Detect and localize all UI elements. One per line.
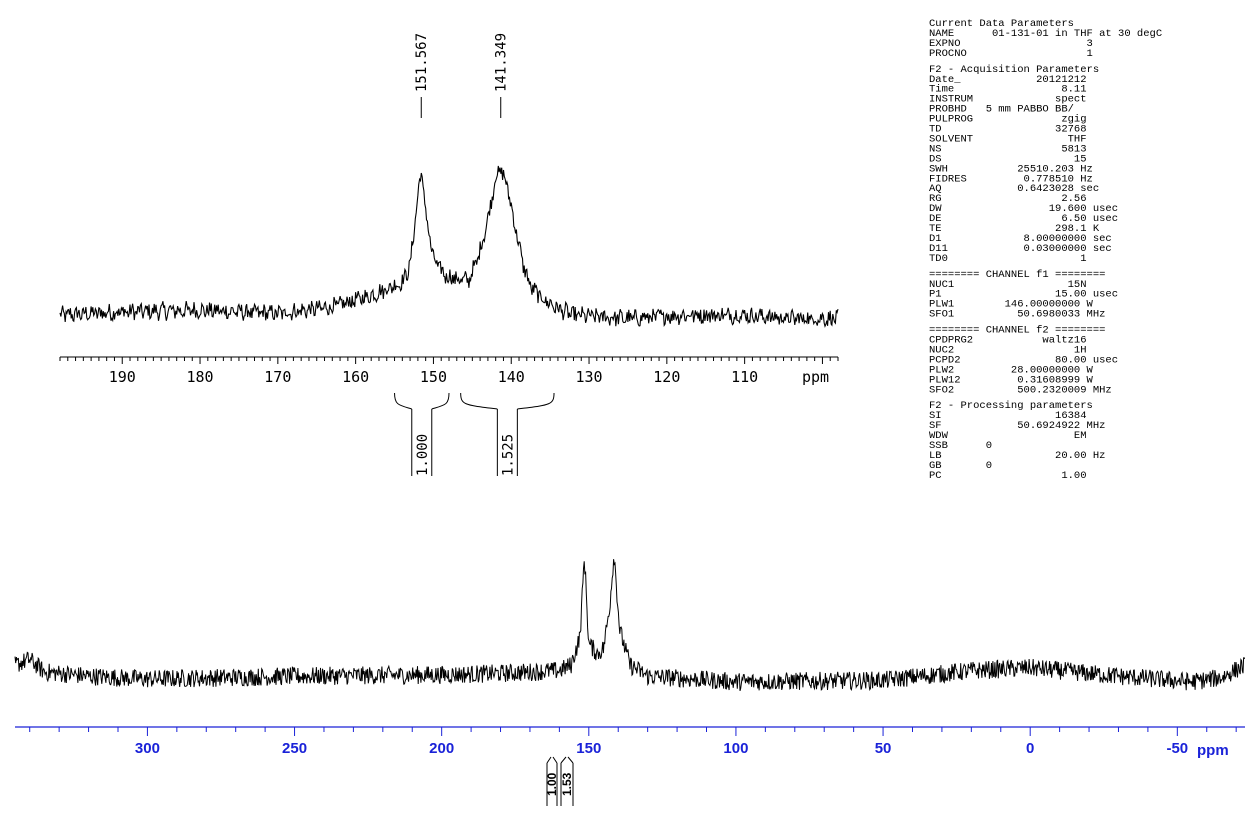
parameter-line: PC 1.00	[929, 470, 1087, 482]
parameter-line: NUC1 15N	[929, 279, 1087, 291]
parameter-line: F2 - Processing parameters	[929, 400, 1093, 412]
integral-region: 1.53	[560, 756, 574, 806]
parameter-line: PCPD2 80.00 usec	[929, 354, 1118, 366]
top-x-tick-label: 180	[186, 368, 213, 386]
integral-region: 1.525	[460, 392, 555, 476]
parameter-line: PLW12 0.31608999 W	[929, 374, 1094, 386]
parameter-line: NAME 01-131-01 in THF at 30 degC	[929, 28, 1162, 40]
parameter-line: SFO1 50.6980033 MHz	[929, 309, 1105, 321]
bottom-x-tick-label: 150	[576, 740, 601, 757]
parameter-line: SI 16384	[929, 410, 1087, 422]
bottom-spectrum-trace	[14, 559, 1245, 691]
parameter-line: PLW1 146.00000000 W	[929, 299, 1094, 311]
top-integrals: 1.000 1.525	[394, 392, 555, 476]
top-x-tick-label: 150	[420, 368, 447, 386]
top-spectrum: 190 180 170 160 150 140 130 120 110 151.567 141.3…	[59, 33, 839, 476]
top-x-axis-label: ppm	[802, 368, 829, 386]
parameter-line: ======== CHANNEL f2 ========	[929, 325, 1105, 337]
top-x-ticks: 190 180 170 160 150 140 130 120 110	[59, 357, 839, 386]
bottom-x-tick-label: 50	[875, 740, 892, 757]
top-x-tick-label: 140	[498, 368, 525, 386]
bottom-spectrum: 300 250 200 150 100 50 0 -50 1.00 1.53 ppm	[14, 559, 1245, 806]
top-x-tick-label: 110	[731, 368, 758, 386]
parameter-line: AQ 0.6423028 sec	[929, 183, 1099, 195]
parameter-line: SSB 0	[929, 440, 992, 452]
parameter-line: TD 32768	[929, 124, 1087, 136]
parameter-line: PLW2 28.00000000 W	[929, 364, 1094, 376]
bottom-x-tick-label: 100	[723, 740, 748, 757]
top-x-tick-label: 190	[109, 368, 136, 386]
parameter-line: DW 19.600 usec	[929, 203, 1118, 215]
parameter-line: GB 0	[929, 460, 992, 472]
parameter-line: F2 - Acquisition Parameters	[929, 64, 1099, 76]
integral-value: 1.00	[545, 772, 559, 796]
parameter-line: CPDPRG2 waltz16	[929, 335, 1087, 347]
peak-label: 151.567	[414, 33, 430, 92]
bottom-x-ticks: 300 250 200 150 100 50 0 -50	[29, 727, 1237, 757]
parameter-line: PULPROG zgig	[929, 114, 1087, 126]
top-spectrum-trace	[59, 165, 839, 328]
parameter-line: TD0 1	[929, 253, 1087, 265]
parameter-line: PROCNO 1	[929, 48, 1093, 60]
peak-label: 141.349	[494, 33, 510, 92]
integral-region: 1.000	[394, 392, 450, 476]
parameter-line: DE 6.50 usec	[929, 213, 1118, 225]
parameter-line: SFO2 500.2320009 MHz	[929, 384, 1112, 396]
top-x-tick-label: 120	[653, 368, 680, 386]
integral-value: 1.53	[560, 772, 574, 796]
parameter-line: FIDRES 0.778510 Hz	[929, 173, 1093, 185]
bottom-x-tick-label: 250	[282, 740, 307, 757]
parameter-line: INSTRUM spect	[929, 94, 1087, 106]
parameter-line: Time 8.11	[929, 84, 1087, 96]
bottom-x-tick-label: 300	[135, 740, 160, 757]
parameter-line: NUC2 1H	[929, 344, 1087, 356]
parameter-line: TE 298.1 K	[929, 223, 1100, 235]
parameter-line: D1 8.00000000 sec	[929, 233, 1112, 245]
bottom-x-tick-label: 200	[429, 740, 454, 757]
top-x-tick-label: 160	[342, 368, 369, 386]
parameter-line: ======== CHANNEL f1 ========	[929, 269, 1105, 281]
integral-value: 1.000	[415, 434, 431, 476]
parameter-line: D11 0.03000000 sec	[929, 243, 1112, 255]
parameter-line: WDW EM	[929, 430, 1087, 442]
parameter-line: DS 15	[929, 153, 1087, 165]
bottom-x-axis-label: ppm	[1197, 742, 1229, 759]
top-x-tick-label: 170	[264, 368, 291, 386]
parameter-line: P1 15.00 usec	[929, 289, 1118, 301]
integral-region: 1.00	[545, 756, 559, 806]
parameter-line: LB 20.00 Hz	[929, 450, 1105, 462]
parameter-line: NS 5813	[929, 143, 1087, 155]
top-x-tick-label: 130	[575, 368, 602, 386]
parameter-line: SWH 25510.203 Hz	[929, 163, 1093, 175]
top-peak-markers: 151.567 141.349	[414, 33, 510, 118]
parameter-line: PROBHD 5 mm PABBO BB/	[929, 104, 1074, 116]
bottom-x-tick-label: -50	[1166, 740, 1188, 757]
parameter-line: EXPNO 3	[929, 38, 1093, 50]
bottom-integrals: 1.00 1.53	[545, 756, 574, 806]
parameter-line: SF 50.6924922 MHz	[929, 420, 1105, 432]
integral-value: 1.525	[500, 434, 516, 476]
parameter-line: Date_ 20121212	[929, 74, 1087, 86]
parameter-line: Current Data Parameters	[929, 18, 1074, 30]
bottom-x-tick-label: 0	[1026, 740, 1034, 757]
parameter-line: RG 2.56	[929, 193, 1087, 205]
parameter-line: SOLVENT THF	[929, 133, 1087, 145]
